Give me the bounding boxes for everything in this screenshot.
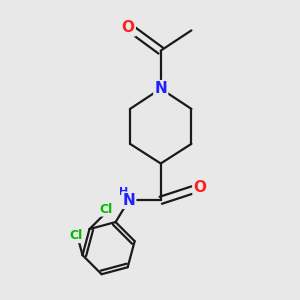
Text: H: H	[119, 187, 129, 197]
Text: N: N	[122, 193, 135, 208]
Text: Cl: Cl	[70, 229, 83, 242]
Text: Cl: Cl	[99, 202, 112, 216]
Text: N: N	[154, 81, 167, 96]
Text: O: O	[194, 180, 206, 195]
Text: O: O	[122, 20, 135, 35]
